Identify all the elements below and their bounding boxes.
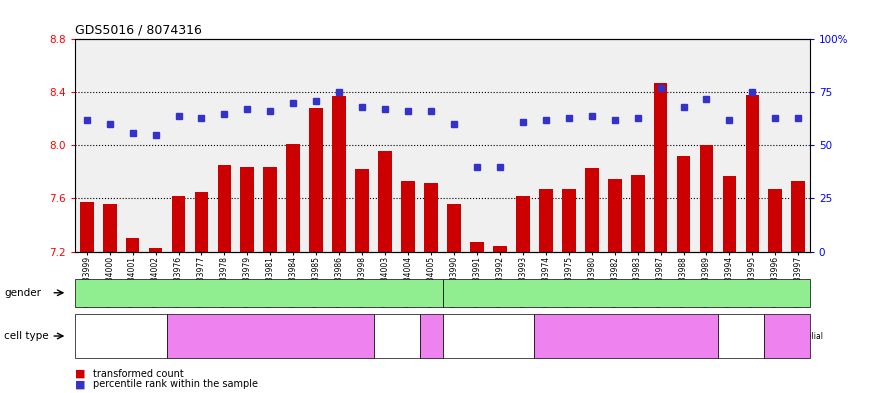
Text: female: female xyxy=(607,288,645,298)
Bar xyxy=(608,178,621,252)
Bar xyxy=(80,202,94,252)
Bar xyxy=(791,181,805,252)
Bar xyxy=(172,196,186,252)
Bar xyxy=(241,167,254,252)
Bar xyxy=(355,169,369,252)
Bar xyxy=(103,204,117,252)
Bar xyxy=(699,145,713,252)
Text: arterial endothelial: arterial endothelial xyxy=(84,332,158,340)
Bar xyxy=(195,192,208,252)
Bar xyxy=(539,189,552,252)
Bar xyxy=(562,189,575,252)
Text: syncytiotrophobla
st: syncytiotrophobla st xyxy=(706,326,775,346)
Bar xyxy=(401,181,415,252)
Bar xyxy=(654,83,667,252)
Text: gender: gender xyxy=(4,288,42,298)
Text: syncytiotrophobla
st: syncytiotrophobla st xyxy=(362,326,431,346)
Bar xyxy=(516,196,530,252)
Bar xyxy=(745,95,759,252)
Bar xyxy=(768,189,782,252)
Text: cell type: cell type xyxy=(4,331,49,341)
Bar xyxy=(493,246,507,252)
Text: venous endothelial: venous endothelial xyxy=(750,332,823,340)
Text: GDS5016 / 8074316: GDS5016 / 8074316 xyxy=(75,24,202,37)
Text: cytotrophoblast: cytotrophoblast xyxy=(240,332,301,340)
Text: cytotrophoblast: cytotrophoblast xyxy=(596,332,657,340)
Bar xyxy=(677,156,690,252)
Text: transformed count: transformed count xyxy=(93,369,184,379)
Text: male: male xyxy=(245,288,273,298)
Text: percentile rank within the sample: percentile rank within the sample xyxy=(93,379,258,389)
Bar xyxy=(287,144,300,252)
Bar xyxy=(378,151,392,252)
Bar xyxy=(149,248,163,252)
Bar xyxy=(310,108,323,252)
Bar xyxy=(126,238,140,252)
Bar xyxy=(333,96,346,252)
Text: arterial endothelial: arterial endothelial xyxy=(451,332,526,340)
Text: ■: ■ xyxy=(75,379,86,389)
Bar xyxy=(424,182,438,252)
Bar xyxy=(447,204,461,252)
Text: ■: ■ xyxy=(75,369,86,379)
Bar xyxy=(585,168,598,252)
Bar xyxy=(470,242,484,252)
Bar xyxy=(264,167,277,252)
Bar xyxy=(631,174,644,252)
Bar xyxy=(218,165,231,252)
Bar xyxy=(722,176,736,252)
Text: venous endothelial: venous endothelial xyxy=(395,332,467,340)
